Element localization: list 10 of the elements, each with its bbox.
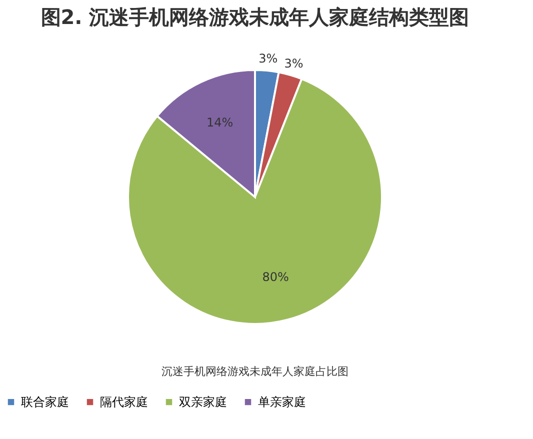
- data-label: 3%: [258, 52, 278, 66]
- legend-label: 双亲家庭: [179, 395, 227, 410]
- data-label: 14%: [206, 115, 234, 130]
- chart-title: 图2. 沉迷手机网络游戏未成年人家庭结构类型图: [40, 5, 470, 29]
- legend-label: 联合家庭: [21, 395, 69, 410]
- legend-label: 单亲家庭: [258, 395, 306, 410]
- legend-label: 隔代家庭: [100, 395, 148, 410]
- data-label: 80%: [262, 270, 289, 284]
- data-label: 3%: [284, 56, 304, 71]
- text: 沉迷手机网络游戏未成年人家庭占比图: [162, 365, 348, 378]
